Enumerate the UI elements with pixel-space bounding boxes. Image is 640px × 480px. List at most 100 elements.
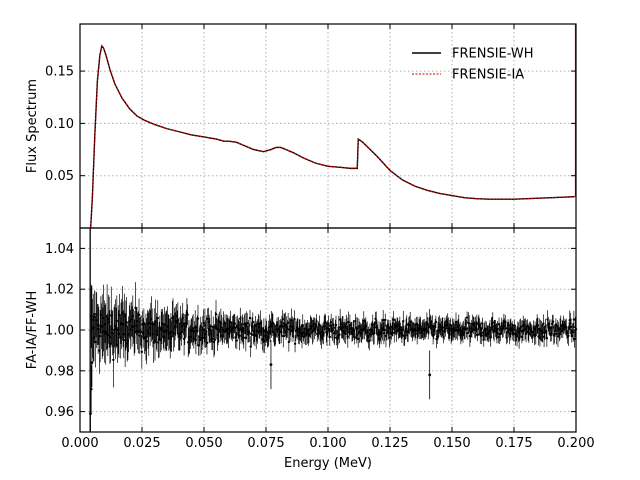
x-tick-label: 0.100	[309, 436, 346, 451]
ratio-point	[196, 317, 200, 320]
ratio-point	[572, 331, 575, 334]
bottom-y-axis-label: FA-IA/FF-WH	[25, 291, 40, 369]
bottom-y-tick-label: 0.98	[45, 364, 74, 379]
ratio-point	[534, 333, 537, 337]
ratio-point	[506, 331, 509, 334]
ratio-point	[292, 327, 295, 331]
ratio-point	[383, 328, 386, 332]
bottom-y-tick-label: 1.04	[45, 242, 74, 257]
ratio-point	[112, 358, 115, 362]
ratio-point	[211, 337, 214, 340]
ratio-point	[513, 324, 516, 327]
ratio-outlier-point	[90, 361, 94, 365]
ratio-point	[388, 336, 391, 339]
ratio-point	[520, 325, 523, 328]
ratio-point	[368, 339, 371, 343]
ratio-point	[198, 338, 202, 342]
x-tick-label: 0.050	[185, 436, 222, 451]
ratio-points	[89, 228, 578, 432]
ratio-point	[243, 322, 247, 325]
ratio-point	[318, 323, 321, 326]
ratio-point	[328, 335, 331, 339]
ratio-point	[550, 332, 553, 335]
ratio-point	[353, 336, 356, 339]
top-y-axis-label: Flux Spectrum	[25, 79, 40, 173]
ratio-point	[545, 337, 549, 340]
ratio-point	[402, 319, 405, 323]
ratio-point	[125, 321, 128, 324]
ratio-point	[97, 324, 100, 327]
x-tick-label: 0.175	[495, 436, 532, 451]
ratio-point	[139, 330, 143, 333]
ratio-point	[476, 333, 479, 337]
ratio-point	[233, 322, 236, 325]
legend: FRENSIE-WH FRENSIE-IA	[412, 47, 534, 83]
ratio-point	[491, 321, 494, 324]
legend-label-frensie-wh: FRENSIE-WH	[452, 47, 534, 62]
ratio-point	[444, 327, 447, 330]
ratio-point	[251, 320, 254, 324]
ratio-point	[238, 334, 241, 337]
ratio-point	[405, 323, 408, 326]
ratio-point	[441, 326, 445, 329]
ratio-point	[152, 341, 155, 344]
ratio-point	[281, 317, 284, 321]
ratio-point	[186, 313, 189, 316]
ratio-point	[555, 332, 558, 336]
ratio-point	[496, 328, 499, 331]
ratio-point	[137, 331, 140, 334]
ratio-point	[357, 337, 360, 341]
ratio-point	[465, 316, 469, 319]
ratio-point	[214, 312, 218, 316]
ratio-point	[242, 336, 245, 339]
ratio-point	[384, 318, 387, 322]
ratio-point	[287, 340, 291, 344]
ratio-point	[248, 331, 251, 334]
ratio-point	[140, 350, 143, 354]
ratio-point	[293, 317, 296, 321]
top-y-tick-label: 0.10	[45, 117, 74, 132]
ratio-point	[482, 338, 485, 341]
x-tick-label: 0.025	[123, 436, 160, 451]
ratio-point	[542, 322, 545, 325]
ratio-point	[481, 322, 484, 325]
ratio-point	[504, 327, 508, 330]
ratio-point	[391, 327, 395, 331]
ratio-point	[385, 331, 388, 335]
ratio-point	[403, 337, 406, 340]
ratio-point	[94, 340, 97, 344]
ratio-point	[209, 325, 213, 328]
ratio-point	[202, 321, 205, 325]
ratio-point	[392, 318, 395, 321]
ratio-point	[282, 334, 285, 338]
ratio-outlier-point	[428, 373, 432, 377]
ratio-point	[572, 318, 576, 321]
ratio-point	[567, 334, 570, 338]
ratio-point	[536, 324, 540, 327]
ratio-point	[98, 334, 102, 338]
ratio-point	[249, 345, 252, 348]
ratio-point	[551, 320, 555, 323]
ratio-point	[573, 337, 576, 341]
ratio-panel: 0.96 0.98 1.00 1.02 1.04 0.000 0.025 0.050 0.075…	[45, 227, 595, 451]
bottom-y-tick-label: 1.00	[45, 324, 74, 339]
ratio-point	[235, 339, 239, 342]
top-grid	[79, 24, 577, 228]
ratio-point	[118, 313, 121, 317]
ratio-point	[334, 323, 338, 327]
ratio-point	[434, 320, 438, 324]
x-tick-label: 0.150	[433, 436, 470, 451]
ratio-point	[569, 325, 573, 329]
ratio-point	[373, 326, 377, 329]
ratio-point	[465, 327, 468, 330]
ratio-point	[156, 316, 159, 320]
series-line-frensie-ia	[90, 44, 575, 229]
ratio-point	[286, 321, 290, 324]
ratio-point	[170, 335, 173, 338]
ratio-point	[356, 327, 359, 330]
top-y-tick-label: 0.05	[45, 169, 74, 184]
legend-label-frensie-ia: FRENSIE-IA	[452, 68, 524, 83]
x-tick-label: 0.075	[247, 436, 284, 451]
ratio-point	[115, 319, 119, 323]
